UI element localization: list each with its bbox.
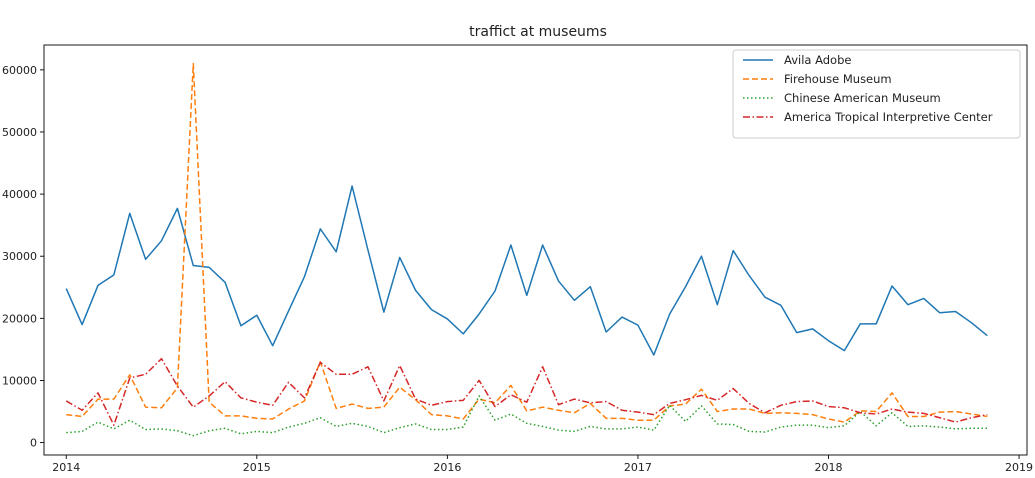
x-tick-label: 2014 bbox=[52, 461, 80, 474]
x-tick-label: 2015 bbox=[243, 461, 271, 474]
y-tick-label: 30000 bbox=[2, 250, 37, 263]
y-tick-label: 20000 bbox=[2, 312, 37, 325]
y-tick-label: 10000 bbox=[2, 374, 37, 387]
legend-box bbox=[732, 49, 1021, 139]
legend-label-2: Firehouse Museum bbox=[784, 72, 892, 86]
x-tick-label: 2019 bbox=[1005, 461, 1033, 474]
axes: 0 10000 20000 30000 40000 50000 60000 2014 2015 2… bbox=[2, 44, 1033, 474]
x-tick-label: 2018 bbox=[814, 461, 842, 474]
series-line-2 bbox=[66, 62, 988, 423]
x-tick-label: 2016 bbox=[433, 461, 461, 474]
series-line-4 bbox=[65, 357, 988, 426]
plot-area bbox=[65, 62, 988, 437]
legend-label-4: America Tropical Interpretive Center bbox=[784, 110, 993, 124]
plot-frame bbox=[43, 44, 1028, 456]
legend-label-1: Avila Adobe bbox=[784, 53, 851, 67]
y-tick-label: 0 bbox=[30, 437, 37, 450]
y-tick-label: 50000 bbox=[2, 126, 37, 139]
y-tick-label: 60000 bbox=[2, 64, 37, 77]
legend: Avila Adobe Firehouse Museum Chinese Ameri… bbox=[732, 49, 1021, 139]
series-line-1 bbox=[65, 185, 988, 356]
chart-title: traffict at museums bbox=[469, 24, 607, 40]
y-tick-label: 40000 bbox=[2, 188, 37, 201]
legend-label-3: Chinese American Museum bbox=[784, 91, 941, 105]
series-line-3 bbox=[66, 395, 988, 437]
x-tick-label: 2017 bbox=[624, 461, 652, 474]
